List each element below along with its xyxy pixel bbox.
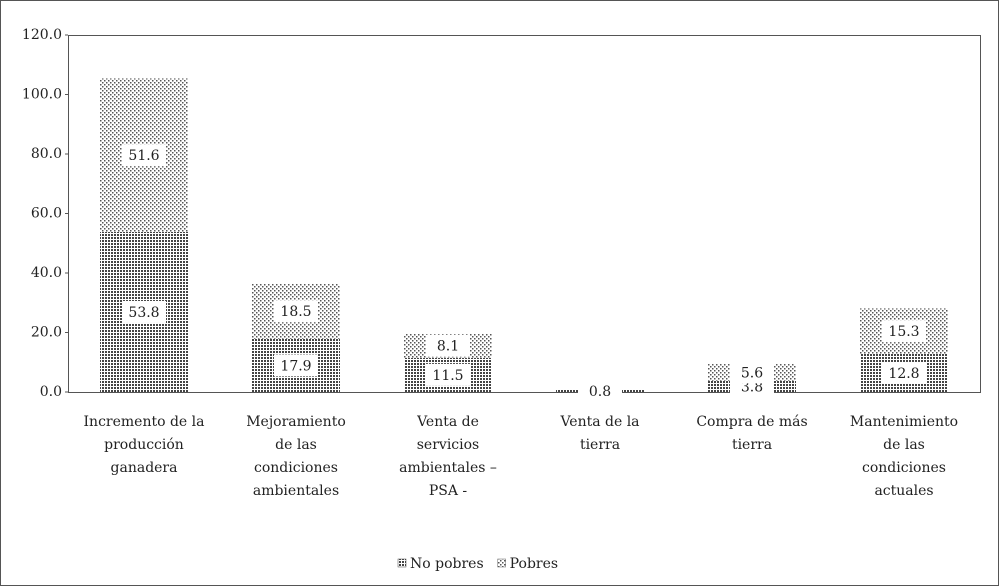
label-box bbox=[730, 361, 774, 384]
label-box bbox=[882, 361, 926, 384]
y-tick-label: 120.0 bbox=[22, 27, 62, 43]
legend-swatch bbox=[397, 558, 407, 568]
label-box bbox=[426, 363, 470, 386]
data-label: 12.8 bbox=[888, 366, 919, 382]
data-label: 15.3 bbox=[888, 324, 919, 340]
label-box bbox=[274, 354, 318, 377]
label-box bbox=[274, 300, 318, 323]
plot-frame bbox=[68, 35, 981, 393]
y-tick-label: 60.0 bbox=[31, 206, 62, 222]
label-box bbox=[426, 334, 470, 357]
label-box bbox=[578, 379, 622, 402]
data-label: 53.8 bbox=[128, 305, 159, 321]
legend: No pobres Pobres bbox=[397, 556, 558, 572]
y-tick-label: 20.0 bbox=[31, 325, 62, 341]
x-tick-label: Venta de la tierra bbox=[559, 414, 639, 453]
data-label: 18.5 bbox=[280, 304, 311, 320]
y-tick-label: 0.0 bbox=[40, 384, 62, 400]
data-label: 11.5 bbox=[432, 368, 463, 384]
label-box bbox=[882, 320, 926, 343]
x-tick-label: Mantenimiento de las condiciones actuales bbox=[850, 414, 958, 499]
legend-label: Pobres bbox=[510, 556, 558, 572]
data-label: 51.6 bbox=[128, 148, 159, 164]
legend-swatch bbox=[497, 558, 506, 568]
legend-label: No pobres bbox=[410, 556, 484, 572]
x-tick-label: Incremento de la producción ganadera bbox=[84, 414, 205, 476]
data-label: 8.1 bbox=[437, 339, 459, 355]
x-tick-label: Compra de más tierra bbox=[696, 414, 807, 453]
x-tick-label: Mejoramiento de las condiciones ambientales bbox=[246, 414, 346, 499]
x-tick-label: Venta de servicios ambientales – PSA - bbox=[399, 414, 497, 499]
label-box bbox=[122, 144, 166, 167]
label-box bbox=[122, 300, 166, 323]
y-tick-label: 40.0 bbox=[31, 265, 62, 281]
data-label: 0.8 bbox=[589, 384, 611, 400]
data-label: 17.9 bbox=[280, 358, 311, 374]
data-label: 5.6 bbox=[741, 365, 763, 381]
y-tick-label: 80.0 bbox=[31, 146, 62, 162]
y-tick-label: 100.0 bbox=[22, 87, 62, 103]
